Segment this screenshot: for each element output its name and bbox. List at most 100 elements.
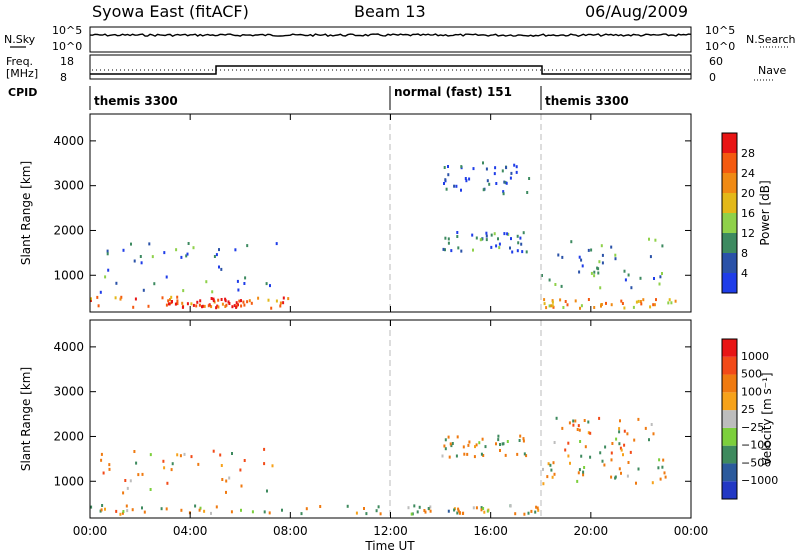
range-gate-cell	[566, 303, 569, 307]
range-gate-cell	[627, 273, 630, 277]
velocity-colorbar: 1000 500 100 25 −25 −100 −500 −1000	[721, 338, 778, 500]
range-gate-cell	[463, 452, 466, 456]
range-gate-cell	[234, 248, 237, 252]
range-gate-cell	[238, 299, 241, 303]
range-gate-cell	[522, 439, 525, 443]
range-gate-cell	[210, 511, 212, 515]
range-gate-cell	[96, 295, 99, 299]
range-gate-cell	[615, 437, 618, 441]
range-gate-cell	[171, 300, 173, 303]
range-gate-cell	[479, 238, 482, 242]
range-gate-cell	[653, 277, 655, 280]
range-gate-cell	[600, 244, 603, 248]
range-gate-cell	[108, 467, 111, 471]
colorbar-tick-label: 16	[741, 207, 755, 220]
range-gate-cell	[447, 435, 450, 439]
range-gate-cell	[266, 489, 268, 493]
range-gate-cell	[493, 172, 496, 176]
range-gate-cell	[525, 250, 528, 254]
range-gate-cell	[236, 279, 239, 283]
range-gate-cell	[187, 242, 190, 245]
range-gate-cell	[519, 434, 522, 438]
range-gate-cell	[163, 251, 166, 255]
range-gate-cell	[240, 299, 242, 303]
nsky-panel: N.Sky 10^5 10^0 10^5 10^0 N.Search	[4, 24, 796, 53]
range-gate-cell	[518, 439, 521, 442]
range-gate-cell	[652, 303, 655, 307]
range-gate-cell	[663, 471, 666, 475]
range-gate-cell	[131, 508, 134, 512]
range-gate-cell	[211, 290, 214, 294]
nsky-panel-frame	[89, 26, 692, 53]
range-gate-cell	[279, 304, 282, 308]
range-gate-cell	[475, 236, 478, 240]
range-gate-cell	[423, 509, 426, 512]
range-gate-cell	[495, 442, 497, 446]
range-gate-cell	[457, 507, 460, 511]
velocity-scatter	[90, 416, 667, 516]
range-gate-cell	[658, 458, 661, 462]
range-gate-cell	[140, 261, 143, 265]
range-gate-cell	[453, 508, 456, 512]
nsearch-label: N.Search	[746, 33, 796, 46]
range-gate-cell	[472, 167, 475, 171]
range-gate-cell	[521, 250, 524, 254]
range-gate-cell	[456, 231, 459, 234]
colorbar-segment	[722, 392, 737, 411]
velocity-panel: 1000 2000 3000 4000 Slant Range [km] 1000 50…	[19, 319, 778, 519]
beam-label: Beam 13	[354, 2, 426, 21]
range-gate-cell	[186, 302, 189, 306]
range-gate-cell	[166, 481, 169, 485]
range-gate-cell	[192, 246, 195, 250]
range-gate-cell	[132, 305, 135, 309]
range-gate-cell	[486, 179, 489, 183]
y-tick-label: 2000	[53, 223, 84, 237]
range-gate-cell	[194, 504, 197, 508]
range-gate-cell	[429, 505, 432, 509]
range-gate-cell	[114, 296, 117, 300]
range-gate-cell	[228, 476, 231, 480]
range-gate-cell	[171, 462, 174, 466]
range-gate-cell	[526, 191, 529, 194]
range-gate-cell	[635, 481, 637, 485]
range-gate-cell	[444, 248, 446, 252]
range-gate-cell	[235, 305, 238, 309]
range-gate-cell	[119, 297, 122, 301]
range-gate-cell	[610, 451, 613, 455]
range-gate-cell	[652, 432, 655, 436]
range-gate-cell	[231, 305, 234, 309]
nsky-tick-bottom: 10^0	[52, 40, 82, 53]
range-gate-cell	[447, 165, 449, 168]
range-gate-cell	[525, 454, 528, 458]
range-gate-cell	[648, 438, 650, 442]
x-tick-label: 12:00	[373, 524, 408, 538]
range-gate-cell	[239, 468, 242, 472]
range-gate-cell	[506, 440, 509, 443]
range-gate-cell	[205, 280, 208, 284]
range-gate-cell	[502, 190, 505, 194]
range-gate-cell	[225, 479, 228, 483]
range-gate-cell	[444, 447, 447, 451]
range-gate-cell	[597, 267, 600, 271]
range-gate-cell	[135, 461, 138, 465]
range-gate-cell	[555, 416, 558, 420]
range-gate-cell	[319, 505, 322, 508]
range-gate-cell	[505, 181, 508, 185]
range-gate-cell	[553, 441, 556, 444]
range-gate-cell	[121, 511, 124, 515]
range-gate-cell	[198, 508, 201, 512]
colorbar-tick-label: 4	[741, 267, 748, 280]
range-gate-cell	[639, 276, 642, 280]
range-gate-cell	[456, 511, 459, 515]
range-gate-cell	[161, 296, 164, 300]
x-tick-label: 00:00	[674, 524, 709, 538]
range-gate-cell	[485, 167, 488, 171]
range-gate-cell	[147, 304, 150, 308]
range-gate-cell	[224, 305, 227, 308]
range-gate-cell	[509, 246, 511, 250]
y-tick-label: 4000	[53, 340, 84, 354]
range-gate-cell	[610, 458, 613, 462]
range-gate-cell	[504, 453, 507, 457]
range-gate-cell	[407, 506, 410, 510]
range-gate-cell	[460, 188, 462, 192]
